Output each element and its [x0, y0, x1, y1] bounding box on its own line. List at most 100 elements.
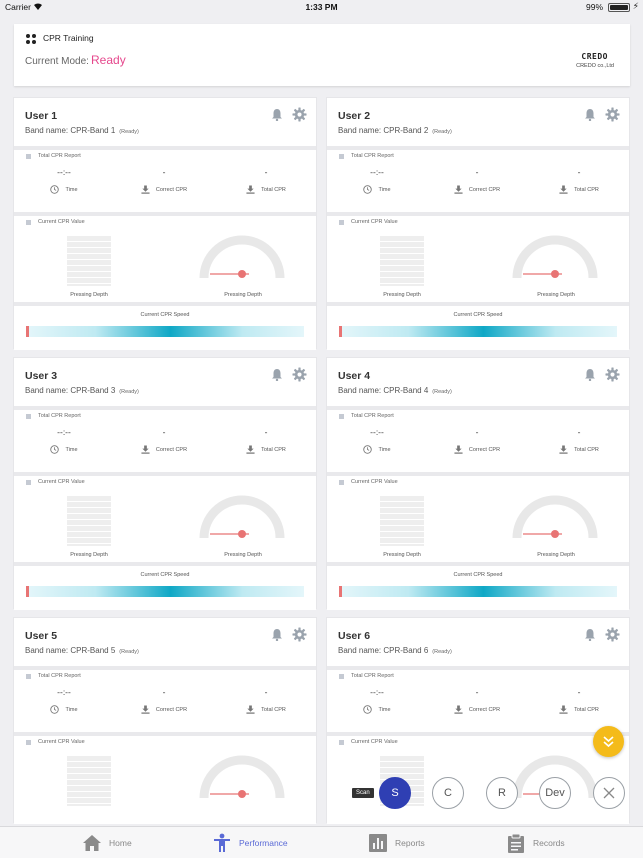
total-cpr-report-title: Total CPR Report	[351, 673, 394, 679]
pressing-depth-label: Pressing Depth	[383, 552, 421, 558]
tab-records[interactable]: Records	[506, 827, 565, 858]
user-name: User 6	[338, 630, 371, 642]
pressing-depth-gauge-label: Pressing Depth	[224, 292, 262, 298]
time-label: Time	[378, 186, 391, 193]
band-name: Band name: CPR-Band 3 (Ready)	[25, 386, 139, 395]
panel-title: Current CPR Value	[26, 739, 85, 745]
band-status: (Ready)	[432, 389, 452, 395]
download-icon	[141, 445, 150, 454]
user-card: User 5 Band name: CPR-Band 5 (Ready) Total …	[13, 617, 317, 824]
current-cpr-value-title: Current CPR Value	[351, 479, 398, 485]
clock-icon	[363, 445, 373, 454]
cpr-speed-bar	[339, 586, 617, 597]
bell-icon[interactable]	[271, 368, 283, 382]
stat-row: --:-- Time - Correct CPR - Total CPR	[14, 167, 316, 197]
current-cpr-value-title: Current CPR Value	[351, 739, 398, 745]
gear-icon[interactable]	[605, 107, 620, 122]
total-cpr-stat: - Total CPR	[534, 427, 624, 454]
time-label: Time	[378, 446, 391, 453]
band-name: Band name: CPR-Band 6 (Ready)	[338, 646, 452, 655]
gear-icon[interactable]	[292, 627, 307, 642]
download-icon	[246, 185, 255, 194]
band-name-text: Band name: CPR-Band 3	[25, 386, 116, 395]
battery-percent: 99%	[585, 2, 603, 12]
current-cpr-value-panel: Current CPR Value	[327, 732, 629, 824]
download-icon	[559, 445, 568, 454]
total-cpr-label: Total CPR	[261, 186, 286, 193]
total-cpr-report-title: Total CPR Report	[38, 673, 81, 679]
pressing-depth-bars	[380, 496, 424, 546]
gear-icon[interactable]	[605, 627, 620, 642]
expand-menu-button[interactable]	[593, 726, 624, 757]
bell-icon[interactable]	[584, 368, 596, 382]
time-value: --:--	[57, 687, 71, 697]
current-cpr-value-panel: Current CPR Value Pressing Depth Pressing …	[327, 472, 629, 562]
home-icon	[83, 835, 101, 851]
pressing-depth-bars	[67, 236, 111, 286]
band-name: Band name: CPR-Band 2 (Ready)	[338, 126, 452, 135]
bell-icon[interactable]	[584, 628, 596, 642]
mode-header-card: CPR Training Current Mode: Ready CREDO C…	[14, 24, 630, 86]
pressing-depth-bars	[380, 236, 424, 286]
time-stat: --:-- Time	[19, 687, 109, 714]
total-cpr-report-panel: Total CPR Report --:-- Time - Correct CPR - To…	[14, 666, 316, 732]
band-name: Band name: CPR-Band 1 (Ready)	[25, 126, 139, 135]
user-name: User 4	[338, 370, 371, 382]
scan-button[interactable]: S	[379, 777, 411, 809]
brand-subtitle: CREDO co.,Ltd	[576, 63, 614, 69]
current-cpr-value-panel: Current CPR Value Pressing Depth Pressing …	[14, 212, 316, 302]
panel-title: Total CPR Report	[26, 673, 81, 679]
tab-reports[interactable]: Reports	[368, 827, 425, 858]
total-cpr-report-panel: Total CPR Report --:-- Time - Correct CPR - To…	[14, 406, 316, 472]
time-stat: --:-- Time	[332, 427, 422, 454]
bell-icon[interactable]	[271, 108, 283, 122]
bell-icon[interactable]	[271, 628, 283, 642]
user-card: User 1 Band name: CPR-Band 1 (Ready) Total …	[13, 97, 317, 350]
stat-row: --:-- Time - Correct CPR - Total CPR	[14, 687, 316, 717]
total-cpr-report-panel: Total CPR Report --:-- Time - Correct CPR - To…	[327, 406, 629, 472]
tab-bar: Home Performance Reports Records	[0, 826, 643, 858]
close-button[interactable]	[593, 777, 625, 809]
clock-icon	[50, 445, 60, 454]
tab-home[interactable]: Home	[82, 827, 132, 858]
time-stat: --:-- Time	[332, 687, 422, 714]
total-cpr-report-title: Total CPR Report	[38, 413, 81, 419]
person-icon	[214, 833, 230, 852]
clock: 1:33 PM	[305, 2, 338, 12]
user-card-header: User 2 Band name: CPR-Band 2 (Ready)	[327, 98, 629, 144]
tab-performance[interactable]: Performance	[212, 827, 288, 858]
r-button[interactable]: R	[486, 777, 518, 809]
correct-cpr-stat: - Correct CPR	[432, 687, 522, 714]
band-name-text: Band name: CPR-Band 5	[25, 646, 116, 655]
panel-title: Current CPR Value	[339, 739, 398, 745]
user-card: User 3 Band name: CPR-Band 3 (Ready) Total …	[13, 357, 317, 610]
carrier-label: Carrier	[5, 2, 31, 12]
c-button[interactable]: C	[432, 777, 464, 809]
correct-cpr-label: Correct CPR	[155, 446, 188, 453]
user-card-header: User 6 Band name: CPR-Band 6 (Ready)	[327, 618, 629, 664]
bell-icon[interactable]	[584, 108, 596, 122]
panel-title: Total CPR Report	[339, 153, 394, 159]
band-status: (Ready)	[432, 649, 452, 655]
pressing-depth-label: Pressing Depth	[70, 292, 108, 298]
cpr-speed-panel: Current CPR Speed	[14, 562, 316, 610]
gear-icon[interactable]	[605, 367, 620, 382]
current-cpr-speed-title: Current CPR Speed	[140, 312, 190, 318]
total-cpr-report-panel: Total CPR Report --:-- Time - Correct CPR - To…	[327, 666, 629, 732]
bar-chart-icon	[369, 834, 387, 852]
band-name-text: Band name: CPR-Band 1	[25, 126, 116, 135]
correct-cpr-value: -	[475, 427, 479, 437]
band-status: (Ready)	[432, 129, 452, 135]
gear-icon[interactable]	[292, 107, 307, 122]
cpr-speed-bar	[339, 326, 617, 337]
dev-button[interactable]: Dev	[539, 777, 571, 809]
download-icon	[559, 705, 568, 714]
correct-cpr-stat: - Correct CPR	[119, 167, 209, 194]
download-icon	[454, 185, 463, 194]
total-cpr-label: Total CPR	[574, 446, 599, 453]
user-card-header: User 3 Band name: CPR-Band 3 (Ready)	[14, 358, 316, 404]
user-card-header: User 1 Band name: CPR-Band 1 (Ready)	[14, 98, 316, 144]
user-card: User 4 Band name: CPR-Band 4 (Ready) Total …	[326, 357, 630, 610]
gear-icon[interactable]	[292, 367, 307, 382]
total-cpr-value: -	[264, 167, 268, 177]
